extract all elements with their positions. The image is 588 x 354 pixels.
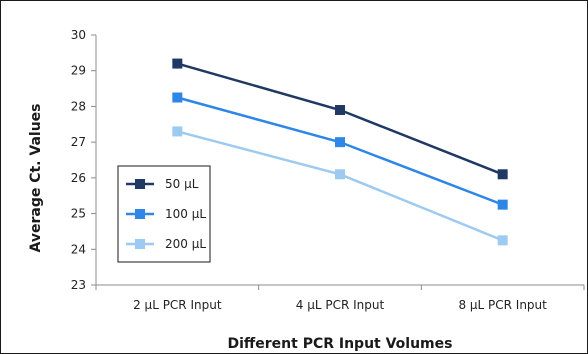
x-ticks: 2 µL PCR Input 4 µL PCR Input 8 µL PCR Inp… <box>95 285 585 312</box>
data-point <box>335 105 345 115</box>
y-tick-label: 23 <box>71 278 86 292</box>
series-line <box>176 62 504 176</box>
data-point <box>497 199 508 210</box>
x-axis-title: Different PCR Input Volumes <box>228 336 453 352</box>
y-ticks: 23 24 25 26 27 28 29 30 <box>71 28 96 292</box>
series-0 <box>172 58 508 180</box>
data-point <box>335 137 345 148</box>
y-axis-title: Average Ct. Values <box>28 104 44 253</box>
legend-label: 50 µL <box>165 177 199 191</box>
legend-swatch-marker <box>135 209 145 219</box>
y-tick-label: 25 <box>71 207 86 221</box>
series-layer <box>172 58 508 246</box>
data-point <box>172 58 183 69</box>
legend: 50 µL 100 µL 200 µL <box>117 165 211 263</box>
legend-label: 100 µL <box>165 207 206 221</box>
y-tick-label: 28 <box>71 99 86 113</box>
data-point <box>497 235 508 246</box>
x-tick-label: 2 µL PCR Input <box>133 298 222 312</box>
y-tick-label: 27 <box>71 135 86 149</box>
data-point <box>172 126 183 137</box>
x-tick-label: 8 µL PCR Input <box>458 298 547 312</box>
legend-swatch-marker <box>135 239 145 249</box>
axes <box>95 35 584 286</box>
legend-label: 200 µL <box>165 237 206 251</box>
legend-swatch-marker <box>135 179 145 189</box>
y-tick-label: 24 <box>71 242 86 256</box>
y-tick-label: 26 <box>71 171 86 185</box>
data-point <box>172 92 183 103</box>
y-tick-label: 30 <box>71 28 86 42</box>
series-1 <box>172 92 508 210</box>
y-tick-label: 29 <box>71 64 86 78</box>
series-2 <box>172 126 508 246</box>
x-tick-label: 4 µL PCR Input <box>296 298 385 312</box>
data-point <box>497 169 508 180</box>
data-point <box>335 169 345 180</box>
